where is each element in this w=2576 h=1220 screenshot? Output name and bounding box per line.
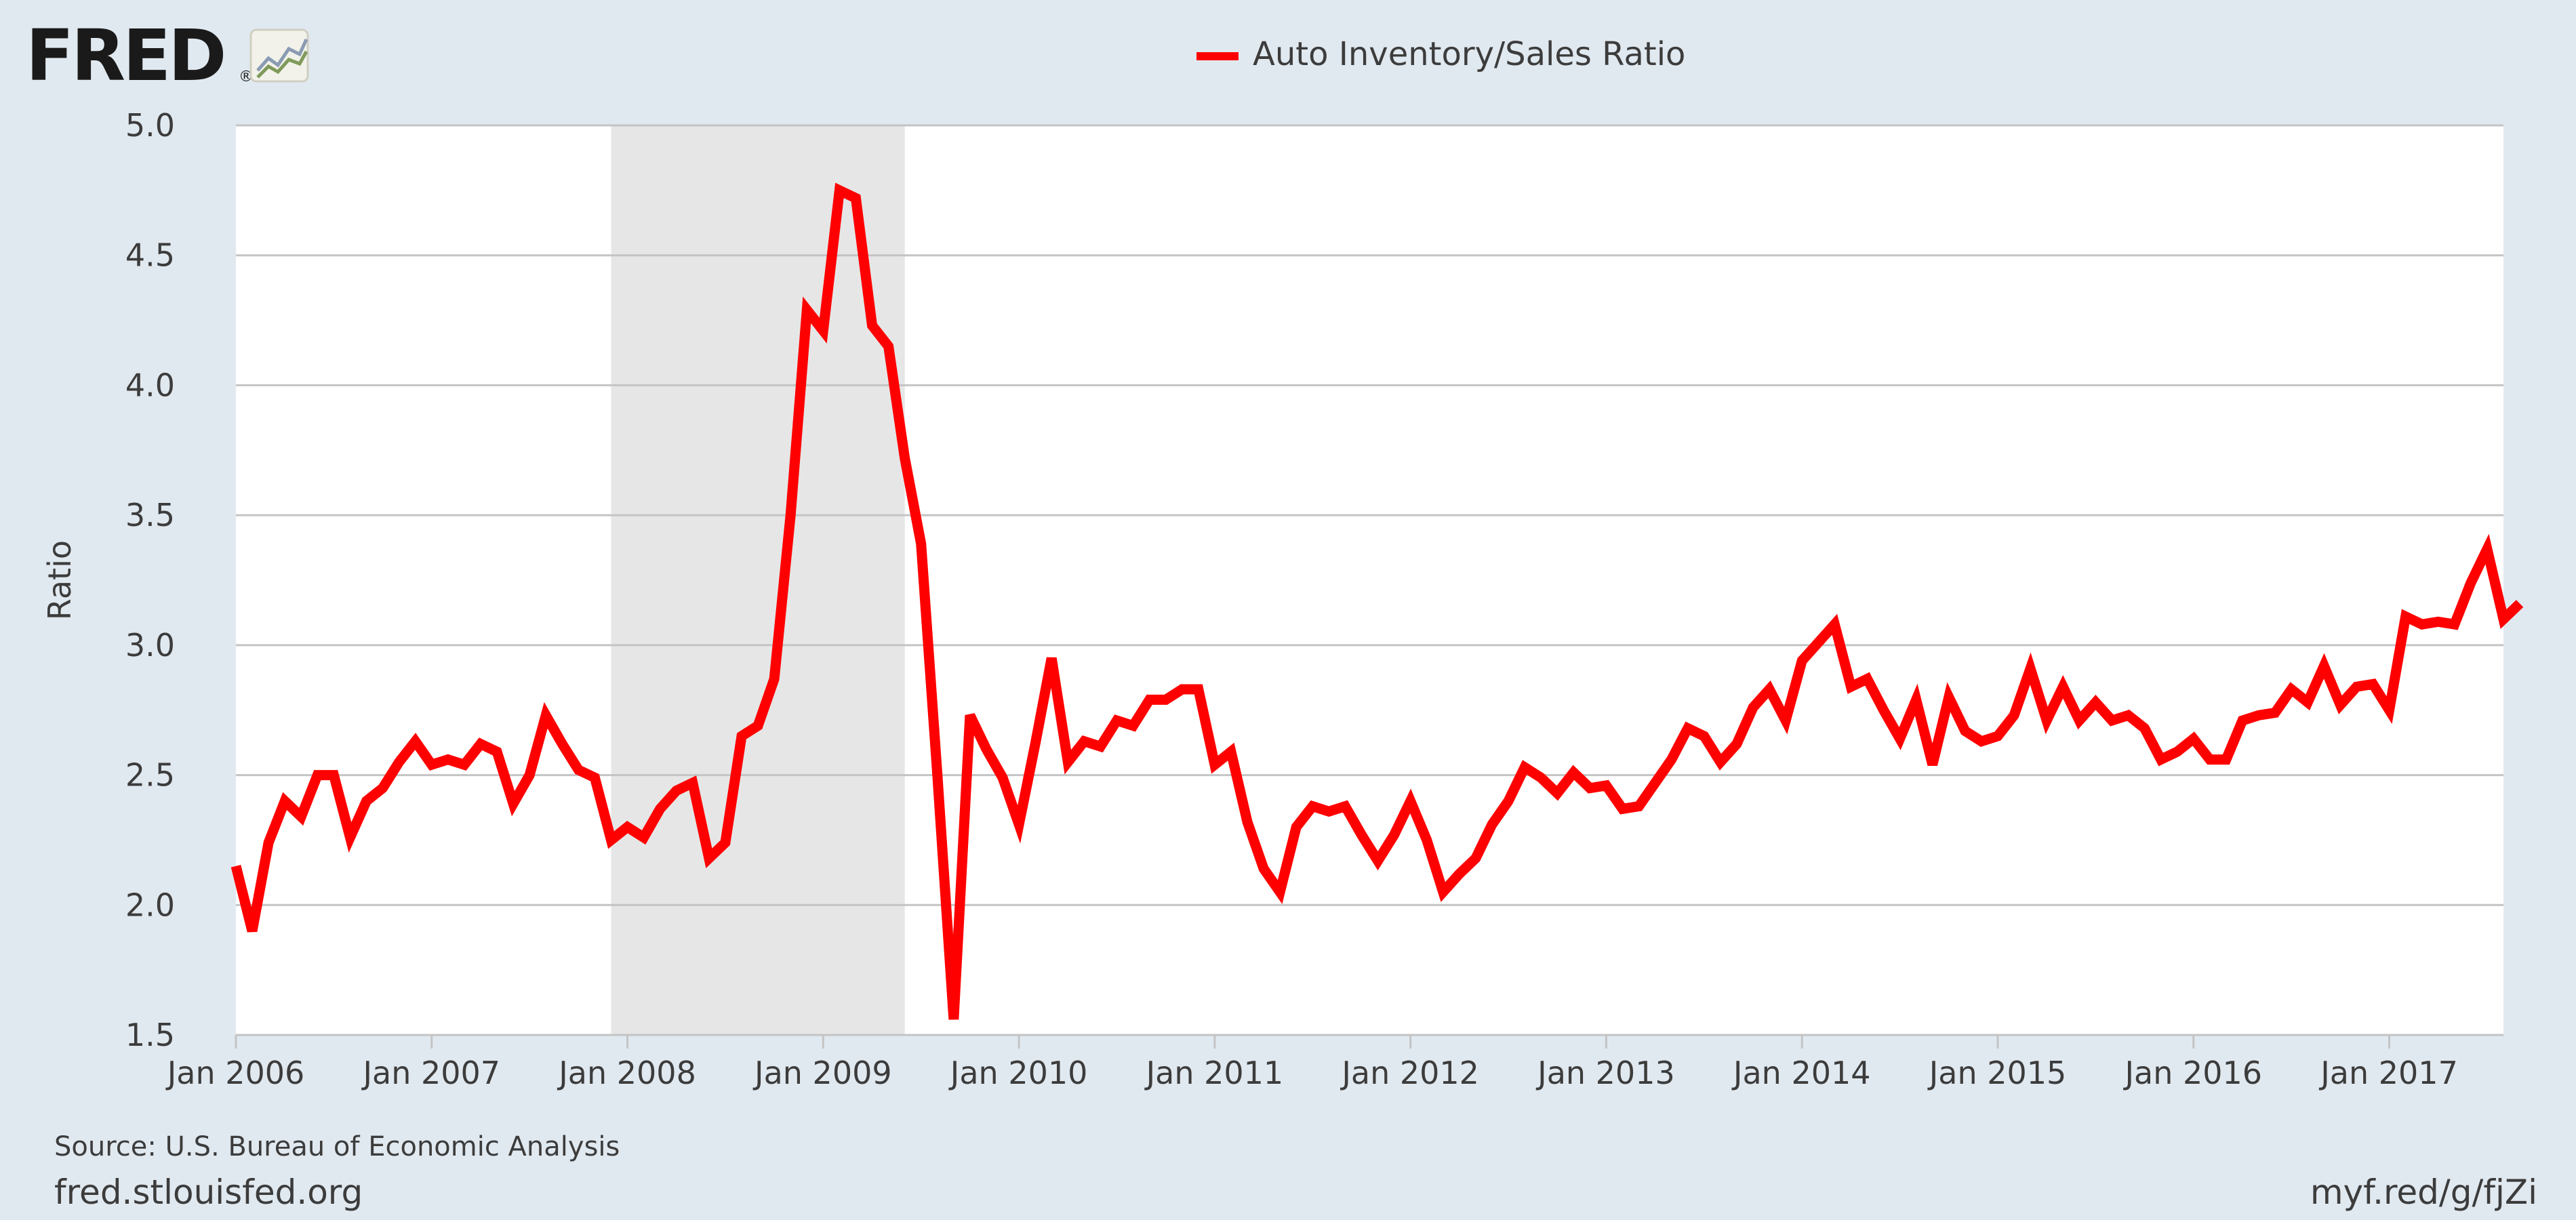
x-tick-label: Jan 2008 <box>557 1055 696 1091</box>
y-tick-label: 4.0 <box>125 367 175 403</box>
series-layer <box>230 182 2524 1020</box>
fred-logo-text: FRED <box>26 14 224 97</box>
y-tick-label: 3.5 <box>125 497 175 533</box>
x-tick-label: Jan 2010 <box>948 1055 1088 1091</box>
plot-area <box>236 125 2503 1035</box>
x-tick-label: Jan 2016 <box>2122 1055 2262 1091</box>
x-tick-label: Jan 2015 <box>1927 1055 2067 1091</box>
y-tick-label: 1.5 <box>125 1017 175 1053</box>
grid-lines <box>236 124 2503 906</box>
y-axis-label: Ratio <box>41 540 78 620</box>
line-chart-icon <box>249 28 309 83</box>
site-link[interactable]: fred.stlouisfed.org <box>54 1173 363 1212</box>
y-tick-label: 2.5 <box>125 757 175 794</box>
y-axis-ticks: 1.5 2.0 2.5 3.0 3.5 4.0 4.5 5.0 <box>125 107 175 1053</box>
x-tick-label: Jan 2006 <box>165 1055 305 1091</box>
x-tick-label: Jan 2017 <box>2318 1055 2458 1091</box>
recession-shading <box>611 125 905 1035</box>
source-note: Source: U.S. Bureau of Economic Analysis <box>54 1131 620 1162</box>
x-tick-label: Jan 2013 <box>1535 1055 1675 1091</box>
x-axis-ticks: Jan 2006 Jan 2007 Jan 2008 Jan 2009 Jan 2010… <box>165 1034 2503 1091</box>
legend: Auto Inventory/Sales Ratio <box>1196 35 1685 73</box>
series-line <box>230 182 2524 1020</box>
fred-logo[interactable]: FRED ® <box>26 14 309 97</box>
legend-swatch <box>1196 52 1239 60</box>
x-tick-label: Jan 2009 <box>752 1055 892 1091</box>
y-tick-label: 5.0 <box>125 107 175 144</box>
x-tick-label: Jan 2007 <box>361 1055 500 1091</box>
x-tick-label: Jan 2011 <box>1144 1055 1284 1091</box>
legend-label: Auto Inventory/Sales Ratio <box>1253 35 1685 73</box>
x-tick-label: Jan 2012 <box>1340 1055 1479 1091</box>
y-tick-label: 4.5 <box>125 237 175 274</box>
y-tick-label: 2.0 <box>125 887 175 923</box>
x-tick-label: Jan 2014 <box>1731 1055 1871 1091</box>
recession-band <box>611 125 905 1035</box>
short-link[interactable]: myf.red/g/fjZi <box>2310 1173 2537 1212</box>
y-tick-label: 3.0 <box>125 627 175 664</box>
